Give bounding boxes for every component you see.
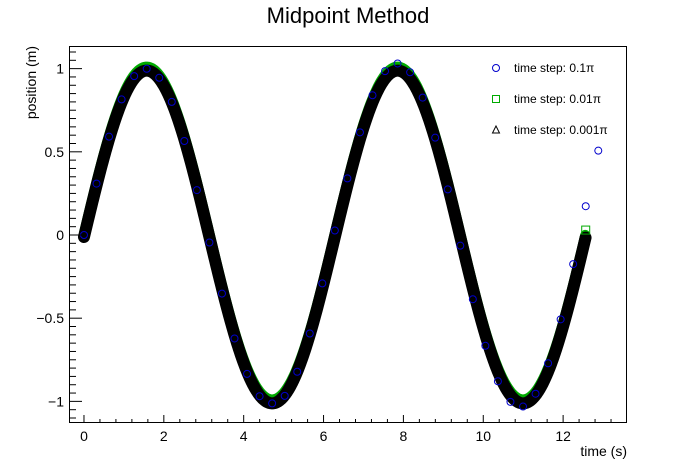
- series-1-point: [355, 128, 364, 137]
- series-1-point: [230, 334, 239, 343]
- series-1-point: [305, 329, 314, 338]
- series-1-point: [92, 179, 101, 188]
- series-1-point: [205, 238, 214, 247]
- series-1-point: [531, 389, 540, 398]
- series-1-point: [406, 68, 415, 77]
- legend-marker-1: [492, 64, 500, 72]
- series-1-point: [418, 93, 427, 102]
- series-1-point: [506, 397, 515, 406]
- series-1-point: [155, 73, 164, 82]
- x-tick-label: 10: [475, 428, 491, 444]
- series-1-point: [142, 64, 151, 73]
- series-1-point: [243, 369, 252, 378]
- x-tick-label: 2: [160, 428, 168, 444]
- series-1-point: [569, 260, 578, 269]
- series-1-point: [330, 226, 339, 235]
- legend-marker-3: [491, 124, 501, 134]
- series-1-point: [493, 377, 502, 386]
- series-3-markers: [77, 64, 592, 410]
- series-1-point: [443, 185, 452, 194]
- x-tick-label: 12: [555, 428, 571, 444]
- x-tick-label: 4: [240, 428, 248, 444]
- series-2-end-marker: [581, 225, 591, 235]
- legend-marker-2: [492, 95, 500, 103]
- x-tick-label: 8: [400, 428, 408, 444]
- series-1-point: [481, 341, 490, 350]
- legend-label-1: time step: 0.1π: [514, 61, 594, 75]
- x-tick-label: 6: [320, 428, 328, 444]
- series-1-point: [343, 174, 352, 183]
- series-1-point: [368, 91, 377, 100]
- y-tick-label: 1: [56, 61, 64, 77]
- y-axis-label: position (m): [23, 46, 39, 119]
- y-tick-label: 0: [56, 227, 64, 243]
- series-1-point: [594, 146, 603, 155]
- y-tick-label: −1: [48, 393, 64, 409]
- series-1-point: [268, 399, 277, 408]
- series-1-point: [167, 97, 176, 106]
- y-tick-label: 0.5: [45, 144, 65, 160]
- series-1-point: [217, 289, 226, 298]
- legend-label-2: time step: 0.01π: [514, 92, 601, 106]
- series-1-point: [519, 402, 528, 411]
- series-1-point: [117, 95, 126, 104]
- series-1-point: [556, 315, 565, 324]
- series-1-point: [456, 241, 465, 250]
- series-1-point: [393, 59, 402, 68]
- y-tick-label: −0.5: [36, 310, 64, 326]
- x-axis-label: time (s): [580, 443, 627, 459]
- series-1-point: [180, 137, 189, 145]
- series-1-point: [280, 391, 289, 400]
- series-1-point: [381, 67, 390, 76]
- plot-frame: [69, 46, 627, 423]
- series-3-end-marker: [578, 235, 589, 246]
- series-1-point: [105, 132, 114, 141]
- x-tick-label: 0: [80, 428, 88, 444]
- chart-title: Midpoint Method: [267, 3, 430, 28]
- series-1-point: [431, 133, 440, 142]
- series-1-point: [468, 295, 477, 304]
- series-1-point: [130, 72, 139, 81]
- legend-label-3: time step: 0.001π: [514, 123, 608, 137]
- series-1-point: [255, 392, 264, 401]
- series-1-point: [318, 279, 327, 288]
- axes-layer: 0 2 4 6 8 10 12 −1 −0.5 0 0.5 1: [36, 51, 612, 444]
- marker-layer: [77, 59, 603, 411]
- legend: time step: 0.1π time step: 0.01π time step…: [491, 61, 608, 137]
- series-1-point: [544, 359, 553, 368]
- series-1-point: [192, 186, 201, 195]
- series-1-point: [581, 202, 590, 211]
- series-1-point: [293, 367, 302, 376]
